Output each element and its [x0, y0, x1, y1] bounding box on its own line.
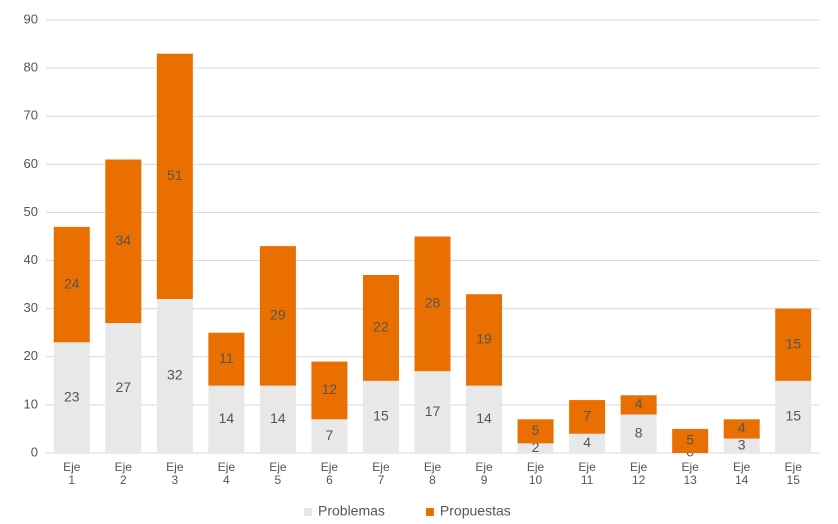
data-label: 4 — [738, 420, 746, 436]
y-tick-label: 90 — [24, 11, 38, 26]
bar-segment — [362, 274, 399, 381]
bar-segment — [105, 323, 142, 453]
bar-segment — [414, 371, 451, 453]
data-label: 4 — [635, 396, 643, 412]
data-label: 3 — [738, 436, 746, 452]
data-label: 34 — [116, 232, 132, 248]
data-label: 15 — [373, 408, 389, 424]
bar-segment — [105, 159, 142, 324]
y-tick-label: 80 — [24, 60, 38, 75]
x-tick-label: Eje 4 — [217, 460, 236, 487]
bar-segment — [775, 380, 812, 453]
bar-segment — [620, 395, 657, 415]
bar-segment — [517, 443, 554, 453]
x-tick-label: Eje 10 — [526, 460, 545, 487]
y-tick-label: 0 — [31, 444, 38, 459]
data-label: 23 — [64, 388, 80, 404]
bar-segment — [208, 385, 245, 453]
bar-segment — [259, 385, 296, 453]
data-label: 7 — [583, 408, 591, 424]
x-tick-label: Eje 14 — [733, 460, 751, 487]
data-label: 32 — [167, 367, 183, 383]
bar-segment — [156, 299, 193, 453]
x-tick-label: Eje 7 — [372, 460, 390, 487]
legend-swatch — [425, 508, 434, 516]
y-tick-label: 10 — [24, 396, 38, 411]
legend-swatch — [304, 508, 312, 516]
x-tick-label: Eje 11 — [578, 460, 596, 487]
data-label: 19 — [476, 331, 492, 347]
bar-segment — [466, 294, 503, 386]
bar-segment — [156, 53, 193, 300]
bar-segment — [311, 361, 348, 420]
y-tick-label: 40 — [24, 252, 38, 267]
x-tick-label: Eje 6 — [320, 460, 339, 487]
data-label: 14 — [219, 410, 235, 426]
y-tick-label: 30 — [24, 300, 38, 315]
data-label: 7 — [326, 427, 334, 443]
data-label: 12 — [322, 381, 338, 397]
y-tick-label: 70 — [24, 108, 38, 123]
x-tick-label: Eje 15 — [784, 460, 802, 487]
data-label: 15 — [785, 408, 801, 424]
data-label: 2 — [532, 439, 540, 455]
data-label: 14 — [270, 410, 286, 426]
bar-segment — [53, 342, 90, 453]
data-label: 5 — [686, 432, 694, 448]
bar-segment — [517, 419, 554, 444]
x-tick-label: Eje 8 — [423, 460, 442, 487]
bar-segment — [672, 428, 709, 453]
bar-segment — [311, 419, 348, 453]
data-label: 4 — [583, 434, 591, 450]
bar-segment — [723, 438, 760, 453]
bar-segment — [620, 414, 657, 453]
bar-segment — [569, 400, 606, 434]
bar-segment — [362, 380, 399, 453]
bar-segment — [414, 236, 451, 372]
bar-segment — [466, 385, 503, 453]
data-label: 15 — [785, 335, 801, 351]
y-tick-label: 50 — [24, 204, 38, 219]
x-tick-label: Eje 2 — [114, 460, 132, 487]
bar-segment — [259, 246, 296, 386]
data-label: 14 — [476, 410, 492, 426]
data-label: 11 — [219, 350, 234, 366]
legend-label: Propuestas — [440, 503, 511, 519]
x-tick-label: Eje 9 — [475, 460, 493, 487]
bar-segment — [569, 433, 606, 453]
data-label: 27 — [116, 379, 132, 395]
data-label: 5 — [532, 422, 540, 438]
y-tick-label: 60 — [24, 156, 38, 171]
legend-label: Problemas — [318, 503, 385, 519]
x-tick-label: Eje 3 — [166, 460, 184, 487]
data-label: 22 — [373, 319, 389, 335]
x-tick-label: Eje 13 — [681, 460, 699, 487]
data-label: 24 — [64, 275, 80, 291]
bar-segment — [723, 419, 760, 439]
x-tick-label: Eje 1 — [63, 460, 81, 487]
x-tick-label: Eje 5 — [269, 460, 287, 487]
bar-segment — [53, 226, 90, 343]
data-label: 29 — [270, 307, 286, 323]
data-label: 51 — [167, 167, 183, 183]
bar-segment — [775, 308, 812, 381]
y-tick-label: 20 — [24, 348, 38, 363]
data-label: 28 — [425, 295, 441, 311]
bar-segment — [208, 332, 245, 386]
x-tick-label: Eje 12 — [629, 460, 648, 487]
data-label: 17 — [425, 403, 441, 419]
data-label: 8 — [635, 424, 643, 440]
